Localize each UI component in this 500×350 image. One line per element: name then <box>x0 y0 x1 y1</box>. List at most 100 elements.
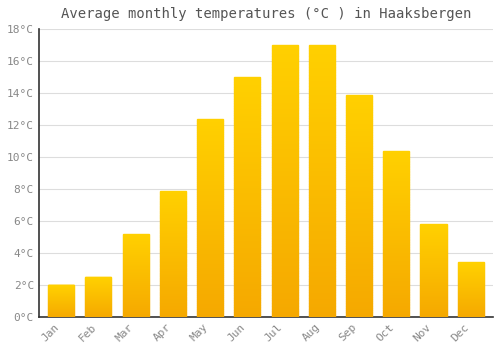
Bar <box>308 107 335 110</box>
Bar <box>420 292 446 293</box>
Bar <box>458 291 483 292</box>
Bar <box>122 305 148 306</box>
Bar <box>197 190 223 192</box>
Bar <box>383 280 409 282</box>
Bar <box>234 173 260 175</box>
Bar <box>197 226 223 228</box>
Bar <box>383 182 409 184</box>
Bar <box>383 260 409 262</box>
Bar <box>160 194 186 196</box>
Bar <box>420 302 446 303</box>
Bar <box>458 271 483 272</box>
Bar <box>383 252 409 254</box>
Bar <box>122 238 148 239</box>
Bar <box>272 45 297 48</box>
Bar <box>346 183 372 186</box>
Bar <box>420 238 446 239</box>
Bar <box>160 192 186 193</box>
Bar <box>420 236 446 237</box>
Bar <box>346 315 372 317</box>
Bar <box>122 308 148 309</box>
Bar <box>420 262 446 263</box>
Bar <box>383 230 409 232</box>
Bar <box>346 112 372 114</box>
Bar <box>234 233 260 235</box>
Bar <box>197 138 223 140</box>
Bar <box>308 53 335 56</box>
Bar <box>272 246 297 249</box>
Bar <box>458 312 483 313</box>
Bar <box>234 132 260 134</box>
Bar <box>122 290 148 291</box>
Bar <box>383 250 409 252</box>
Bar <box>272 97 297 99</box>
Bar <box>234 159 260 161</box>
Bar <box>420 235 446 236</box>
Bar <box>272 273 297 276</box>
Bar <box>86 281 112 282</box>
Bar <box>122 243 148 244</box>
Bar <box>272 86 297 89</box>
Bar <box>160 247 186 248</box>
Bar <box>234 91 260 94</box>
Bar <box>420 260 446 261</box>
Bar <box>308 140 335 143</box>
Bar <box>420 282 446 284</box>
Bar <box>160 308 186 309</box>
Bar <box>122 306 148 307</box>
Bar <box>383 299 409 300</box>
Bar <box>234 161 260 163</box>
Bar <box>272 279 297 281</box>
Bar <box>383 159 409 161</box>
Bar <box>197 245 223 247</box>
Bar <box>272 118 297 121</box>
Bar <box>383 154 409 155</box>
Bar <box>308 260 335 262</box>
Bar <box>383 152 409 154</box>
Bar <box>160 292 186 293</box>
Bar <box>160 259 186 260</box>
Bar <box>420 276 446 277</box>
Bar <box>234 101 260 103</box>
Bar <box>420 286 446 287</box>
Bar <box>458 314 483 315</box>
Bar <box>308 50 335 53</box>
Bar <box>122 271 148 272</box>
Bar <box>458 302 483 303</box>
Bar <box>308 244 335 246</box>
Bar <box>234 190 260 192</box>
Bar <box>458 287 483 288</box>
Bar <box>122 265 148 266</box>
Bar <box>234 257 260 259</box>
Bar <box>346 199 372 201</box>
Bar <box>346 217 372 219</box>
Bar <box>234 274 260 276</box>
Bar <box>122 291 148 292</box>
Bar <box>308 162 335 164</box>
Bar <box>272 156 297 159</box>
Bar <box>272 67 297 70</box>
Bar <box>420 259 446 260</box>
Bar <box>308 301 335 303</box>
Bar <box>86 278 112 279</box>
Bar <box>272 99 297 102</box>
Bar <box>197 144 223 146</box>
Bar <box>160 242 186 244</box>
Bar <box>86 290 112 291</box>
Bar <box>308 113 335 116</box>
Bar <box>308 224 335 227</box>
Bar <box>197 208 223 210</box>
Bar <box>420 293 446 294</box>
Bar <box>420 250 446 251</box>
Bar <box>272 127 297 129</box>
Bar <box>122 262 148 263</box>
Bar <box>420 277 446 278</box>
Bar <box>160 203 186 204</box>
Bar <box>383 310 409 312</box>
Bar <box>160 236 186 237</box>
Bar <box>383 255 409 257</box>
Bar <box>308 281 335 284</box>
Bar <box>122 311 148 312</box>
Bar <box>346 152 372 155</box>
Bar <box>197 140 223 142</box>
